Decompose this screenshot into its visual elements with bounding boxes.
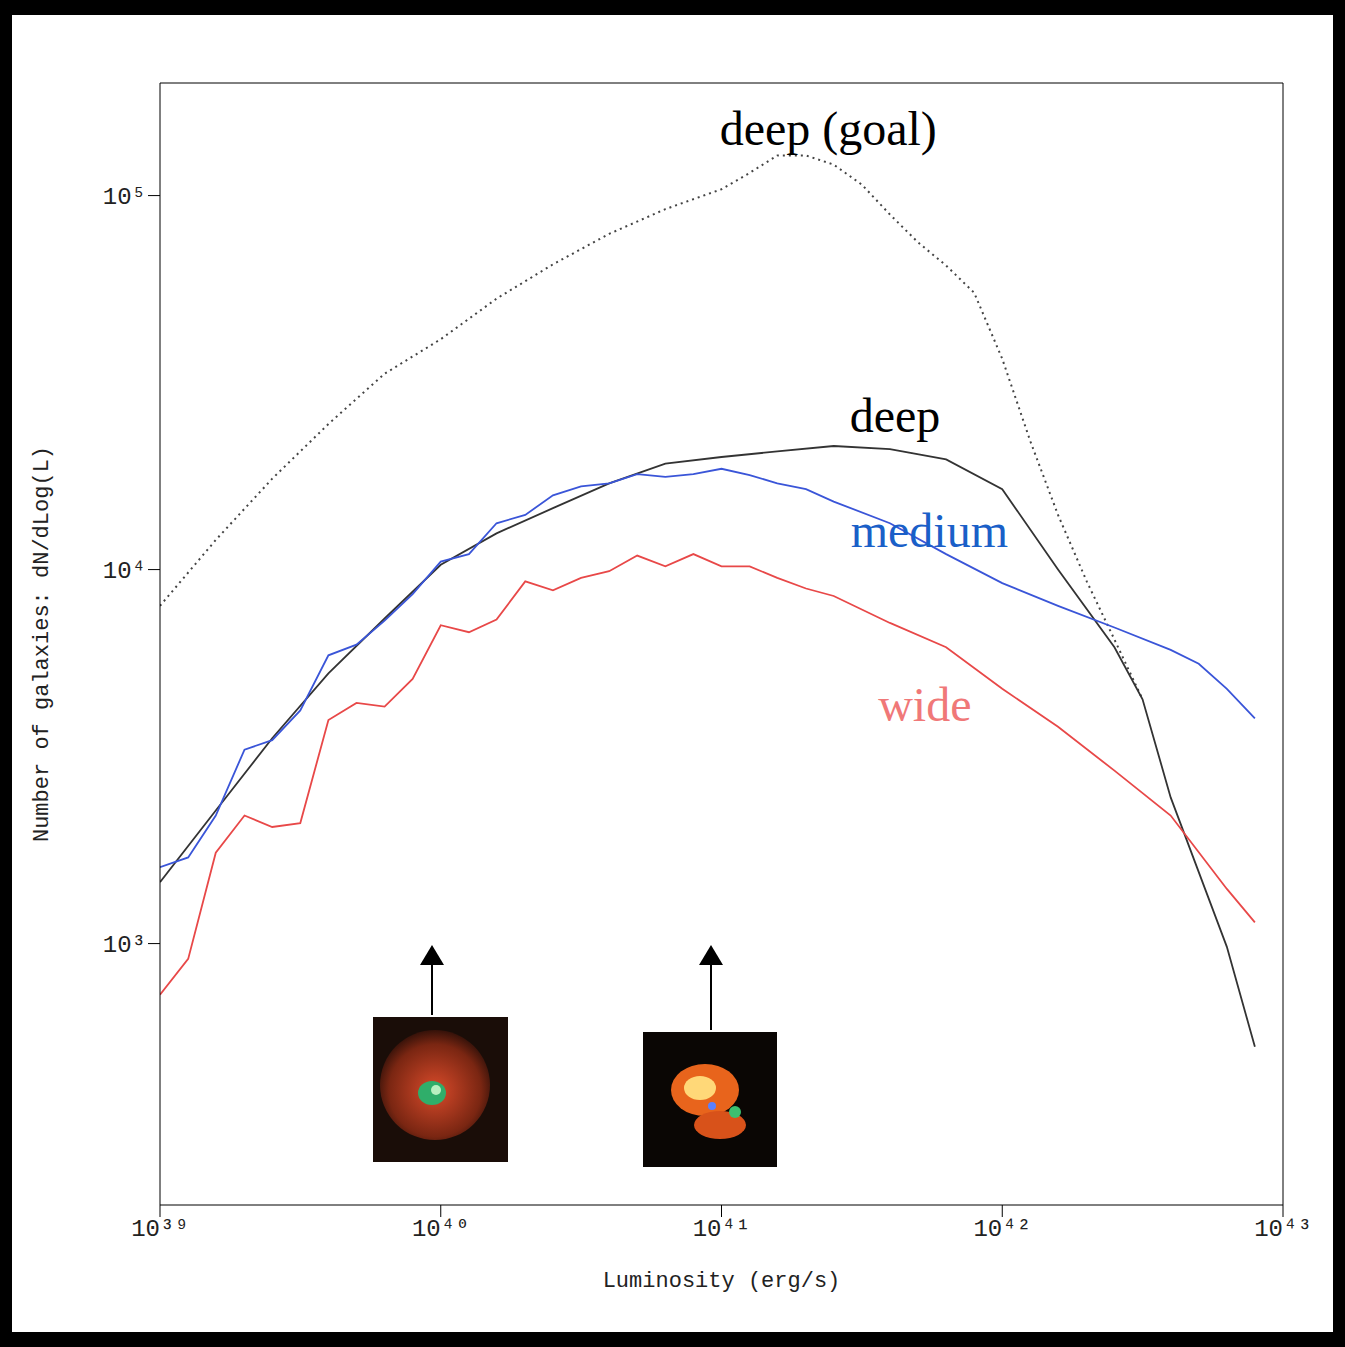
svg-text:medium: medium [851,504,1008,557]
svg-text:10⁴¹: 10⁴¹ [693,1216,751,1243]
svg-text:10⁴²: 10⁴² [973,1216,1031,1243]
svg-text:deep: deep [850,389,941,442]
svg-text:10⁵: 10⁵ [103,184,146,211]
svg-text:10³⁹: 10³⁹ [131,1216,189,1243]
svg-text:10³: 10³ [103,932,146,959]
svg-text:10⁴⁰: 10⁴⁰ [412,1216,470,1243]
svg-text:10⁴³: 10⁴³ [1254,1216,1312,1243]
svg-text:Luminosity (erg/s): Luminosity (erg/s) [603,1269,841,1294]
svg-text:10⁴: 10⁴ [103,558,146,585]
svg-text:wide: wide [878,678,971,731]
svg-text:Number of galaxies: dN/dLog(L): Number of galaxies: dN/dLog(L) [30,446,55,842]
svg-text:deep (goal): deep (goal) [720,102,937,156]
